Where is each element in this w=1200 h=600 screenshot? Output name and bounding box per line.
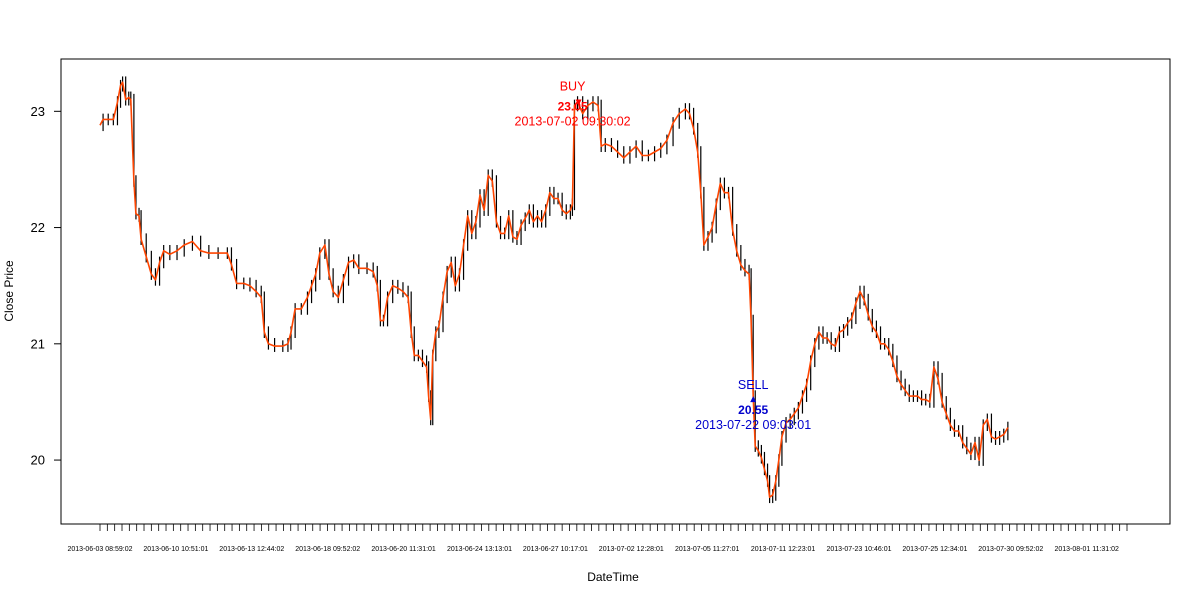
x-tick-label: 2013-06-13 12:44:02 bbox=[219, 546, 284, 553]
x-tick-label: 2013-07-30 09:52:02 bbox=[978, 546, 1043, 553]
sell-label: SELL bbox=[738, 378, 769, 392]
sell-date: 2013-07-22 09:03:01 bbox=[695, 418, 811, 432]
close-price-line bbox=[99, 81, 1009, 499]
y-axis-title: Close Price bbox=[2, 260, 16, 322]
x-tick-label: 2013-06-18 09:52:02 bbox=[295, 546, 360, 553]
buy-marker bbox=[575, 99, 582, 106]
x-tick-label: 2013-07-05 11:27:01 bbox=[675, 546, 740, 553]
x-tick-label: 2013-07-23 10:46:01 bbox=[827, 546, 892, 553]
y-tick-label: 23 bbox=[31, 104, 45, 119]
y-axis: 20 21 22 23 bbox=[31, 104, 61, 468]
plot-frame bbox=[60, 58, 1171, 525]
x-axis: 2013-06-03 08:59:02 2013-06-10 10:51:01 20… bbox=[68, 524, 1128, 553]
buy-label: BUY bbox=[560, 80, 586, 94]
x-axis-title: DateTime bbox=[587, 570, 639, 584]
x-tick-label: 2013-06-10 10:51:01 bbox=[143, 546, 208, 553]
sell-value: 20.55 bbox=[738, 403, 768, 417]
y-tick-label: 20 bbox=[31, 453, 45, 468]
x-tick-label: 2013-07-11 12:23:01 bbox=[751, 546, 816, 553]
y-tick-label: 22 bbox=[31, 220, 45, 235]
x-tick-label: 2013-07-02 12:28:01 bbox=[599, 546, 664, 553]
x-tick-label: 2013-06-03 08:59:02 bbox=[68, 546, 133, 553]
x-tick-label: 2013-08-01 11:31:02 bbox=[1054, 546, 1119, 553]
x-tick-label: 2013-07-25 12:34:01 bbox=[902, 546, 967, 553]
x-tick-label: 2013-06-27 10:17:01 bbox=[523, 546, 588, 553]
x-tick-label: 2013-06-24 13:13:01 bbox=[447, 546, 512, 553]
price-series bbox=[99, 76, 1009, 504]
y-tick-label: 21 bbox=[31, 336, 45, 351]
x-tick-label: 2013-06-20 11:31:01 bbox=[371, 546, 436, 553]
sell-marker bbox=[750, 396, 757, 403]
buy-date: 2013-07-02 09:30:02 bbox=[515, 115, 631, 129]
buy-value: 23.05 bbox=[558, 100, 588, 114]
